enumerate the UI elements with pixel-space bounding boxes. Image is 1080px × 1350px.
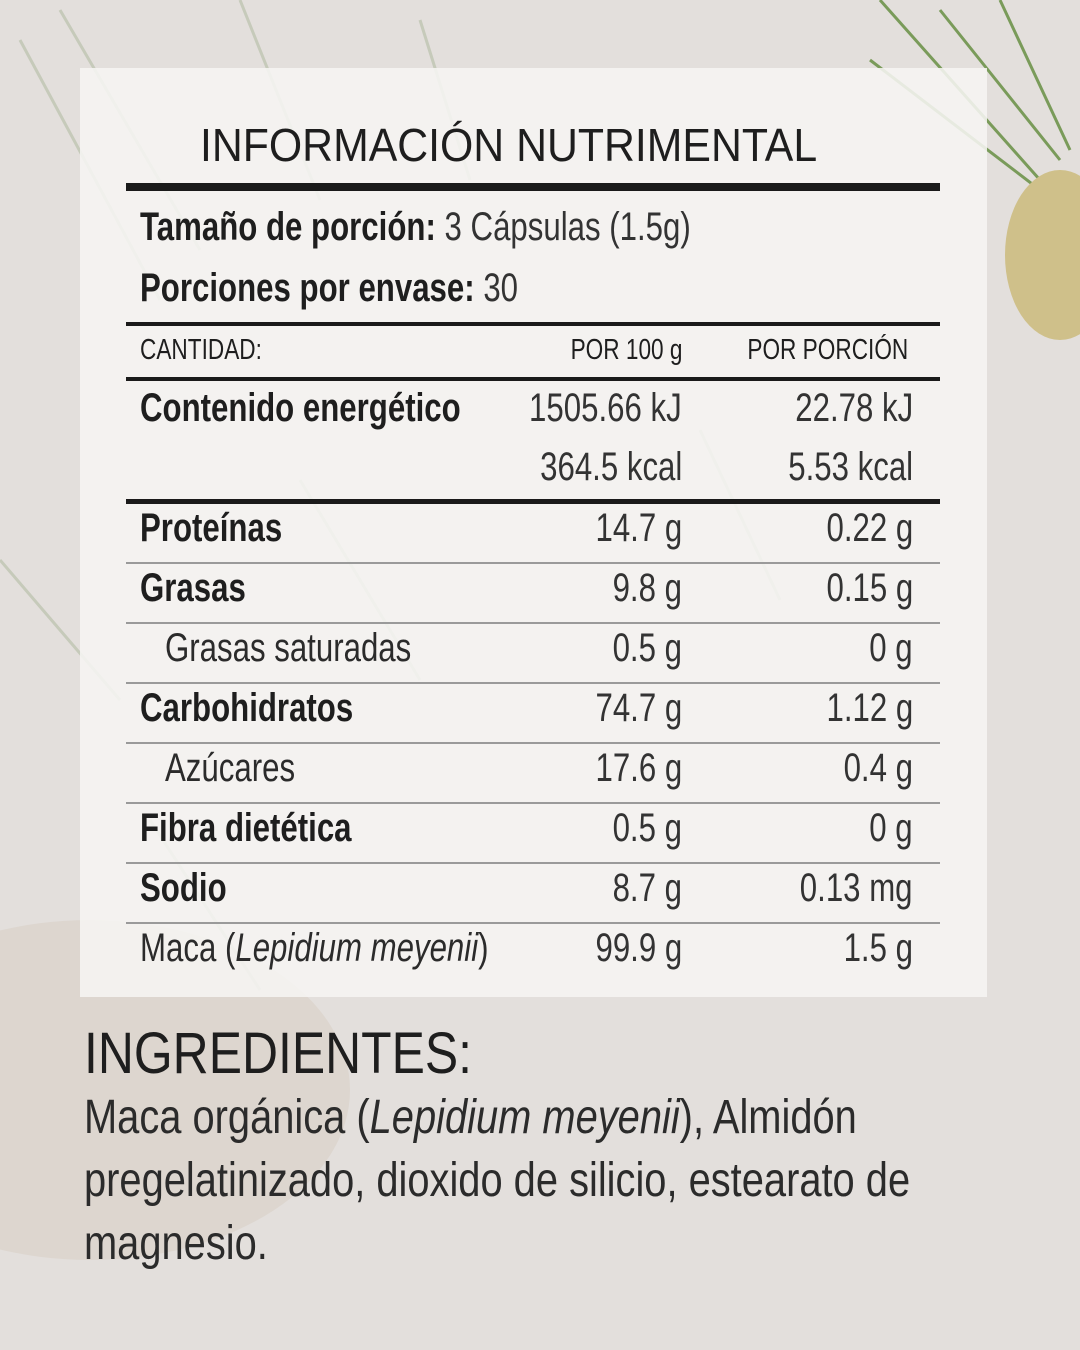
rule — [126, 742, 940, 744]
row-name: Sodio — [140, 866, 227, 910]
value: 1.12 g — [826, 686, 913, 730]
rule — [126, 682, 940, 684]
rule — [126, 922, 940, 924]
value: 5.53 kcal — [788, 445, 913, 489]
rule — [126, 622, 940, 624]
row-name: Azúcares — [165, 746, 296, 790]
rule — [126, 377, 940, 381]
value: 0.4 g — [843, 746, 913, 790]
header: POR 100 g — [570, 334, 682, 366]
header: CANTIDAD: — [140, 334, 262, 366]
servings-per-container: Porciones por envase: 30 — [140, 268, 518, 308]
value: 1505.66 kJ — [529, 386, 682, 430]
rule — [126, 183, 940, 191]
value: 14.7 g — [595, 506, 682, 550]
value: 9.8 g — [612, 566, 682, 610]
rule — [126, 322, 940, 326]
label: Porciones por envase: — [140, 266, 475, 310]
text: Lepidium meyenii — [369, 1091, 680, 1144]
value: 17.6 g — [595, 746, 682, 790]
value: 99.9 g — [595, 926, 682, 970]
value: 0.5 g — [612, 626, 682, 670]
value: 8.7 g — [612, 866, 682, 910]
row-name: Grasas saturadas — [165, 626, 412, 670]
label: Tamaño de porción: — [140, 205, 436, 249]
rule — [126, 802, 940, 804]
text: Lepidium meyenii — [235, 926, 479, 970]
text: Maca ( — [140, 926, 236, 970]
row-name: Proteínas — [140, 506, 283, 550]
value: 0.5 g — [612, 806, 682, 850]
serving-size: Tamaño de porción: 3 Cápsulas (1.5g) — [140, 207, 691, 247]
header: POR PORCIÓN — [747, 334, 908, 366]
row-name: Maca (Lepidium meyenii) — [140, 928, 489, 968]
row-name: Fibra dietética — [140, 806, 352, 850]
rule — [126, 562, 940, 564]
value: 30 — [483, 266, 519, 310]
text: ), Almidón pregelatinizado, dioxido de s… — [84, 1091, 911, 1270]
value: 74.7 g — [595, 686, 682, 730]
title: INFORMACIÓN NUTRIMENTAL — [200, 119, 818, 171]
value: 0.22 g — [826, 506, 913, 550]
value: 0.15 g — [826, 566, 913, 610]
nutrition-panel — [80, 68, 987, 997]
ingredients-text: Maca orgánica (Lepidium meyenii), Almidó… — [84, 1086, 922, 1275]
rule — [126, 862, 940, 864]
value: 0 g — [869, 806, 913, 850]
row-name: Grasas — [140, 566, 246, 610]
text: Maca orgánica ( — [84, 1091, 370, 1144]
value: 0.13 mg — [800, 866, 913, 910]
row-name: Carbohidratos — [140, 686, 354, 730]
value: 3 Cápsulas (1.5g) — [444, 205, 691, 249]
text: ) — [478, 926, 489, 970]
value: 364.5 kcal — [539, 445, 682, 489]
ingredients-heading: INGREDIENTES: — [84, 1021, 473, 1086]
rule — [126, 499, 940, 504]
value: 1.5 g — [843, 926, 913, 970]
row-name: Contenido energético — [140, 386, 461, 430]
value: 22.78 kJ — [795, 386, 913, 430]
value: 0 g — [869, 626, 913, 670]
